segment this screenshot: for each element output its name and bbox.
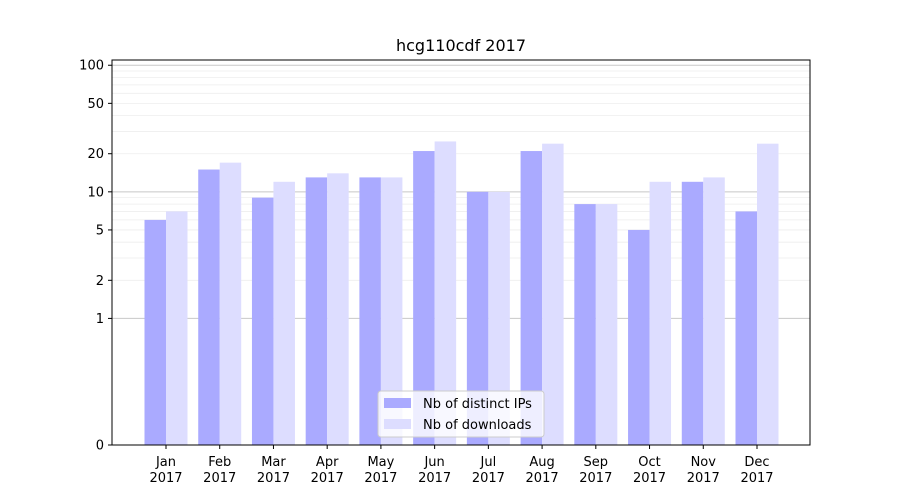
bar-downloads [703,177,725,446]
bar-downloads [434,141,457,445]
bar-downloads [219,162,242,445]
bar-distinct-ips [466,191,489,445]
x-tick-label-month: Dec [744,455,769,470]
bar-downloads [488,191,510,445]
chart-title: hcg110cdf 2017 [396,36,526,55]
legend-swatch-ips [384,398,411,408]
x-tick-label-month: Aug [529,455,554,470]
bar-distinct-ips [359,177,381,446]
legend: Nb of distinct IPs Nb of downloads [377,390,545,438]
y-tick-label: 0 [96,439,104,454]
x-tick-label-year: 2017 [633,471,666,486]
bar-downloads [649,181,672,445]
bar-downloads [327,173,349,445]
x-tick-label-year: 2017 [257,471,290,486]
x-tick-label-month: Feb [208,455,231,470]
y-tick-label: 10 [87,185,104,200]
bar-distinct-ips [251,197,274,445]
x-tick-label-year: 2017 [687,471,720,486]
legend-label-downloads: Nb of downloads [423,418,532,433]
x-tick-label-year: 2017 [149,471,182,486]
bar-distinct-ips [735,211,757,445]
y-axis: 0 1 2 5 10 20 50 100 [79,59,112,454]
bar-distinct-ips [681,181,704,445]
bar-downloads [757,143,779,445]
plot-frame [111,59,811,446]
y-tick-label: 2 [96,274,104,289]
y-tick-label: 50 [87,97,104,112]
y-tick-label: 100 [79,59,104,74]
x-axis: Jan2017Feb2017Mar2017Apr2017May2017Jun20… [149,445,774,486]
x-tick-label-month: Jan [155,455,176,470]
x-tick-label-month: Oct [638,455,660,470]
x-tick-label-month: Jul [480,455,497,470]
x-tick-label-year: 2017 [526,471,559,486]
bar-distinct-ips [628,229,650,445]
bar-distinct-ips [198,169,220,445]
bar-distinct-ips [574,204,596,445]
x-tick-label-year: 2017 [364,471,397,486]
y-tick-label: 1 [96,312,104,327]
y-tick-label: 20 [87,147,104,162]
x-tick-label-year: 2017 [311,471,344,486]
bar-downloads [166,211,188,445]
bar-distinct-ips [413,151,435,445]
legend-label-ips: Nb of distinct IPs [423,397,532,412]
bar-downloads [273,181,295,445]
legend-swatch-downloads [384,419,411,429]
bar-distinct-ips [144,219,166,445]
bars [144,141,779,446]
x-tick-label-year: 2017 [418,471,451,486]
bar-downloads [380,177,403,446]
y-tick-label: 5 [96,223,104,238]
legend-box [377,390,545,438]
bar-downloads [542,143,564,445]
bar-downloads [595,204,618,445]
x-tick-label-month: Mar [261,455,286,470]
x-tick-label-month: Apr [316,455,339,470]
bar-distinct-ips [305,177,328,446]
bar-distinct-ips [520,151,543,445]
x-tick-label-month: Jun [423,455,444,470]
x-tick-label-month: Nov [691,455,717,470]
x-tick-label-year: 2017 [472,471,505,486]
x-tick-label-month: May [367,455,394,470]
x-tick-label-year: 2017 [203,471,236,486]
x-tick-label-year: 2017 [579,471,612,486]
x-tick-label-year: 2017 [740,471,773,486]
x-tick-label-month: Sep [584,455,609,470]
